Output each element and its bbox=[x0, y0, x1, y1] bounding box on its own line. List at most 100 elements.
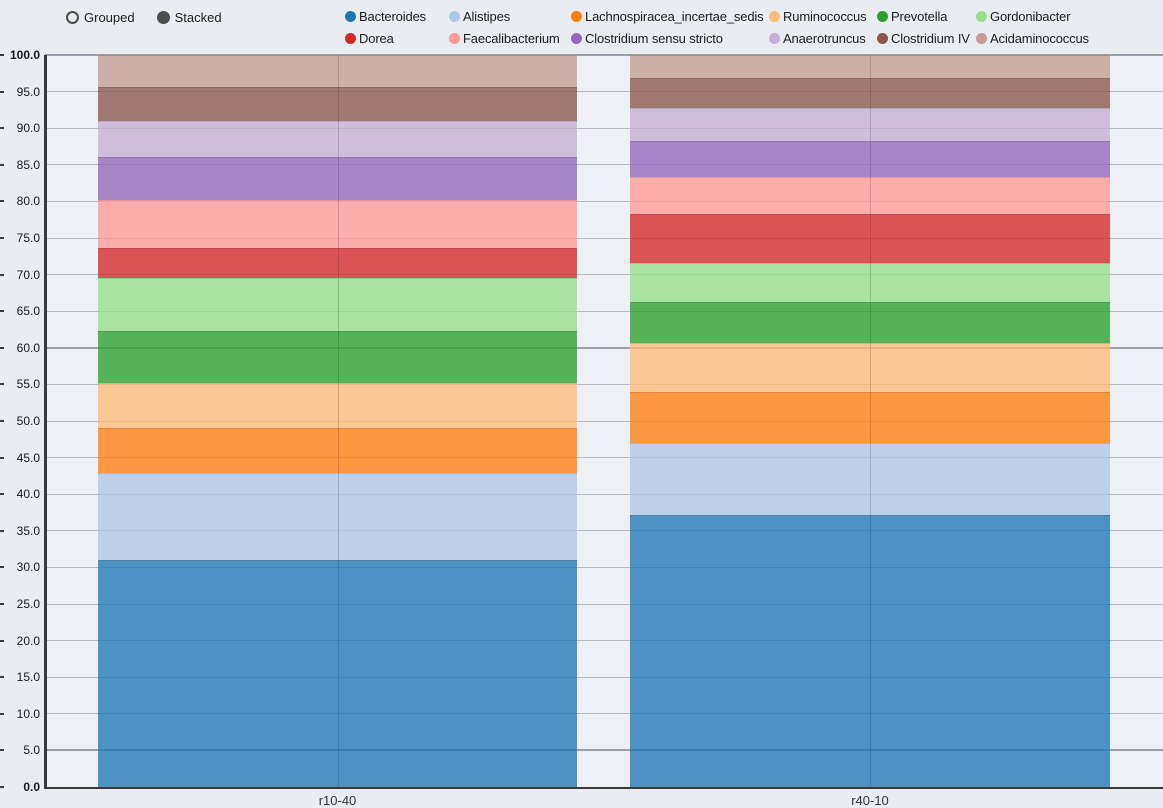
legend-swatch-icon-acidaminococcus bbox=[976, 32, 987, 44]
y-tick-mark-100 bbox=[0, 54, 4, 56]
y-tick-mark-20 bbox=[0, 639, 4, 642]
y-gridline-40 bbox=[45, 493, 1163, 495]
legend-item-gordonibacter[interactable]: Gordonibacter bbox=[976, 9, 1089, 24]
bar-subdivider-r10-40 bbox=[337, 55, 339, 787]
bar-segment-alistipes-r40-10[interactable] bbox=[630, 442, 1110, 516]
legend-swatch-icon-dorea bbox=[345, 32, 356, 44]
y-tick-mark-80 bbox=[0, 200, 4, 203]
legend-item-acidaminococcus[interactable]: Acidaminococcus bbox=[976, 31, 1089, 46]
y-tick-label-75: 75.0 bbox=[16, 231, 40, 245]
legend-item-faecalibacterium[interactable]: Faecalibacterium bbox=[449, 31, 571, 46]
bar-segment-dorea-r40-10[interactable] bbox=[630, 213, 1110, 263]
legend-swatch-icon-clostridium-iv bbox=[877, 32, 888, 44]
y-tick-mark-70 bbox=[0, 273, 4, 276]
y-gridline-60 bbox=[45, 346, 1163, 349]
legend: Bacteroides Alistipes Lachnospiracea_incer… bbox=[345, 5, 1089, 49]
legend-item-prevotella[interactable]: Prevotella bbox=[877, 9, 976, 24]
legend-item-anaerotruncus[interactable]: Anaerotruncus bbox=[769, 31, 877, 46]
bar-segment-anaerotruncus-r10-40[interactable] bbox=[98, 120, 577, 157]
bar-segment-anaerotruncus-r40-10[interactable] bbox=[630, 107, 1110, 142]
y-tick-label-50: 50.0 bbox=[16, 414, 40, 428]
y-tick-label-80: 80.0 bbox=[16, 194, 40, 209]
y-tick-label-15: 15.0 bbox=[16, 670, 40, 685]
y-axis-line bbox=[44, 55, 47, 787]
bar-segment-gordonibacter-r40-10[interactable] bbox=[630, 262, 1110, 302]
bar-segment-alistipes-r10-40[interactable] bbox=[98, 473, 577, 561]
bar-segment-prevotella-r10-40[interactable] bbox=[98, 330, 577, 383]
y-gridline-25 bbox=[45, 603, 1163, 605]
y-gridline-15 bbox=[45, 676, 1163, 678]
y-gridline-90 bbox=[45, 127, 1163, 129]
y-gridline-70 bbox=[45, 274, 1163, 276]
bar-segment-prevotella-r40-10[interactable] bbox=[630, 301, 1110, 343]
y-tick-label-30: 30.0 bbox=[16, 560, 40, 575]
legend-label-alistipes: Alistipes bbox=[463, 8, 511, 24]
bar-segment-acidaminococcus-r40-10[interactable] bbox=[630, 55, 1110, 79]
y-tick-label-40: 40.0 bbox=[16, 487, 40, 502]
bar-subdivider-r40-10 bbox=[870, 55, 871, 787]
legend-label-anaerotruncus: Anaerotruncus bbox=[783, 30, 866, 46]
bar-segment-clostridium-sensu-stricto-r40-10[interactable] bbox=[630, 141, 1110, 177]
legend-label-ruminococcus: Ruminococcus bbox=[783, 8, 867, 24]
bar-segment-lachnospiracea-incertae-sedis-r10-40[interactable] bbox=[98, 428, 577, 473]
legend-label-lachnospiracea-incertae-sedis: Lachnospiracea_incertae_sedis bbox=[585, 8, 764, 24]
bar-segment-bacteroides-r40-10[interactable] bbox=[630, 515, 1110, 787]
bar-mode-option-stacked[interactable]: Stacked bbox=[156, 10, 222, 25]
bar-mode-label-grouped: Grouped bbox=[84, 9, 135, 25]
y-tick-label-0: 0.0 bbox=[23, 780, 40, 794]
legend-item-lachnospiracea-incertae-sedis[interactable]: Lachnospiracea_incertae_sedis bbox=[571, 9, 769, 24]
bar-segment-ruminococcus-r40-10[interactable] bbox=[630, 342, 1110, 392]
legend-item-clostridium-iv[interactable]: Clostridium IV bbox=[877, 31, 976, 46]
y-tick-mark-90 bbox=[0, 127, 4, 130]
legend-item-ruminococcus[interactable]: Ruminococcus bbox=[769, 9, 877, 24]
bar-segment-ruminococcus-r10-40[interactable] bbox=[98, 382, 577, 429]
bar-segment-clostridium-sensu-stricto-r10-40[interactable] bbox=[98, 156, 577, 200]
radio-unselected-icon[interactable] bbox=[66, 10, 79, 24]
y-tick-label-85: 85.0 bbox=[16, 157, 40, 172]
bar-group-r40-10 bbox=[630, 55, 1110, 787]
legend-item-bacteroides[interactable]: Bacteroides bbox=[345, 9, 449, 24]
bar-segment-gordonibacter-r10-40[interactable] bbox=[98, 277, 577, 331]
y-tick-mark-25 bbox=[0, 603, 4, 605]
bar-group-r10-40 bbox=[98, 55, 577, 787]
legend-item-dorea[interactable]: Dorea bbox=[345, 31, 449, 46]
y-tick-mark-45 bbox=[0, 456, 4, 459]
legend-swatch-icon-faecalibacterium bbox=[449, 32, 460, 44]
legend-item-clostridium-sensu-stricto[interactable]: Clostridium sensu stricto bbox=[571, 31, 769, 46]
legend-label-clostridium-iv: Clostridium IV bbox=[891, 30, 970, 46]
y-tick-mark-30 bbox=[0, 566, 4, 569]
y-gridline-35 bbox=[45, 530, 1163, 532]
legend-swatch-icon-anaerotruncus bbox=[769, 32, 780, 44]
bar-segment-lachnospiracea-incertae-sedis-r40-10[interactable] bbox=[630, 391, 1110, 443]
y-tick-mark-55 bbox=[0, 383, 4, 386]
bar-mode-option-grouped[interactable]: Grouped bbox=[66, 10, 135, 25]
y-tick-mark-60 bbox=[0, 346, 4, 349]
y-gridline-5 bbox=[45, 749, 1163, 752]
bar-segment-faecalibacterium-r40-10[interactable] bbox=[630, 176, 1110, 214]
legend-swatch-icon-lachnospiracea-incertae-sedis bbox=[571, 10, 582, 22]
bar-segment-clostridium-iv-r40-10[interactable] bbox=[630, 78, 1110, 108]
bar-segment-dorea-r10-40[interactable] bbox=[98, 248, 577, 278]
y-gridline-55 bbox=[45, 383, 1163, 385]
y-tick-label-60: 60.0 bbox=[16, 340, 40, 355]
bar-segment-acidaminococcus-r10-40[interactable] bbox=[98, 55, 577, 88]
y-tick-mark-50 bbox=[0, 420, 4, 422]
y-gridline-50 bbox=[45, 420, 1163, 422]
legend-swatch-icon-alistipes bbox=[449, 10, 460, 22]
radio-selected-icon[interactable] bbox=[156, 10, 170, 24]
y-gridline-45 bbox=[45, 457, 1163, 459]
y-gridline-80 bbox=[45, 200, 1163, 202]
y-tick-label-100: 100.0 bbox=[9, 48, 40, 62]
y-gridline-75 bbox=[45, 237, 1163, 239]
y-gridline-100 bbox=[45, 54, 1163, 56]
y-gridline-20 bbox=[45, 640, 1163, 642]
bar-segment-bacteroides-r10-40[interactable] bbox=[98, 560, 577, 787]
y-tick-label-95: 95.0 bbox=[16, 84, 40, 99]
y-tick-mark-0 bbox=[0, 786, 4, 788]
bar-segment-faecalibacterium-r10-40[interactable] bbox=[98, 199, 577, 249]
legend-swatch-icon-clostridium-sensu-stricto bbox=[571, 32, 582, 44]
y-tick-label-5: 5.0 bbox=[23, 743, 40, 758]
y-gridline-30 bbox=[45, 566, 1163, 568]
legend-item-alistipes[interactable]: Alistipes bbox=[449, 9, 571, 24]
bar-segment-clostridium-iv-r10-40[interactable] bbox=[98, 87, 577, 121]
